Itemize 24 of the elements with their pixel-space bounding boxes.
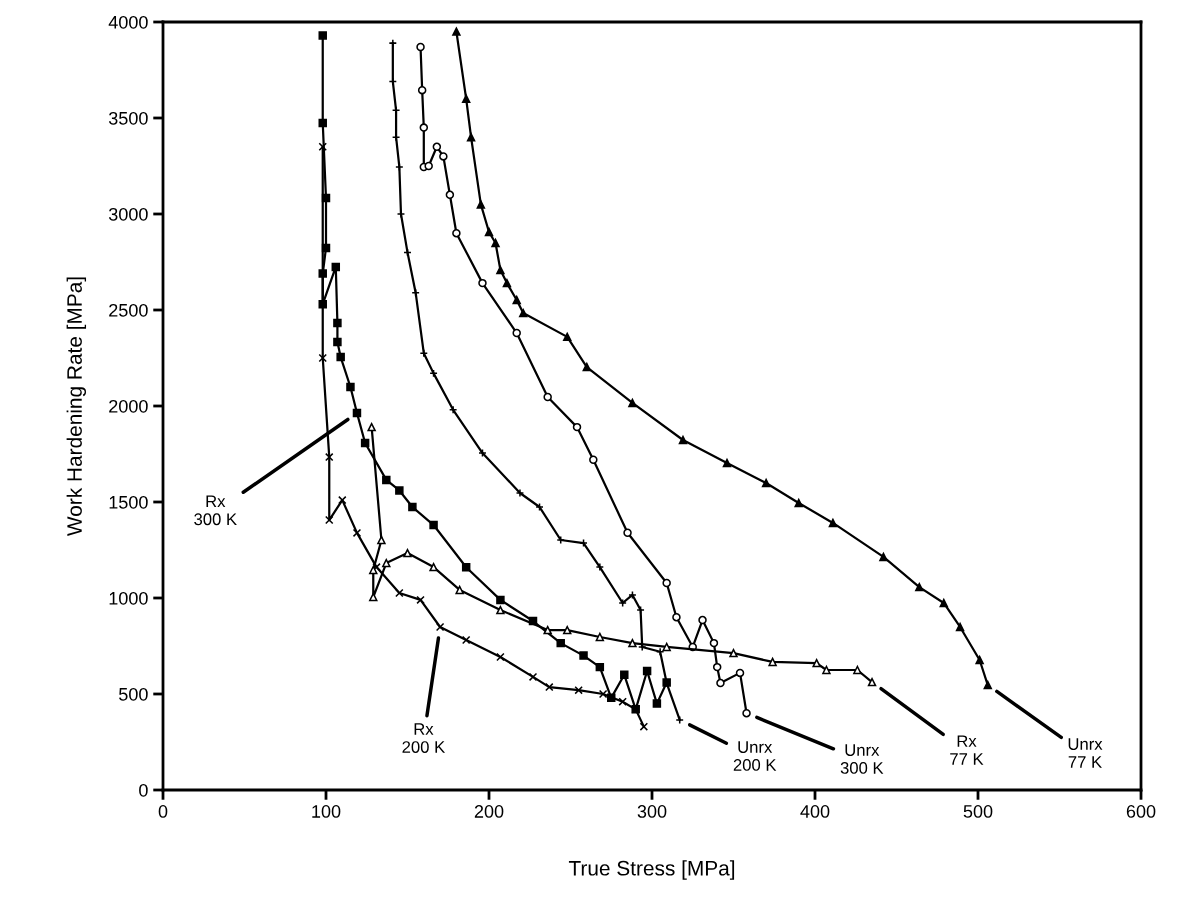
y-tick-label: 4000 [108, 15, 148, 29]
y-tick-label: 2500 [109, 303, 148, 317]
y-tick-label: 1000 [109, 591, 148, 605]
y-tick-label: 2000 [109, 399, 148, 413]
y-tick-label: 1500 [109, 495, 148, 509]
x-tick-label: 600 [1126, 805, 1156, 818]
x-tick-label: 0 [158, 805, 168, 818]
x-tick-label: 300 [637, 805, 667, 818]
y-tick-label: 3500 [108, 111, 148, 125]
x-tick-label: 500 [963, 805, 993, 818]
x-tick-label: 400 [800, 805, 830, 818]
y-axis-title: Work Hardening Rate [MPa] [66, 277, 87, 536]
text: Unrx 77 K [1068, 738, 1103, 768]
y-tick-label: 0 [139, 783, 148, 797]
text: Rx 300 K [194, 495, 237, 526]
x-axis-title: True Stress [MPa] [568, 860, 735, 880]
x-tick-label: 200 [474, 805, 504, 818]
text: Unrx 200 K [733, 741, 777, 771]
y-tick-label: 3000 [108, 207, 148, 221]
text: Rx 200 K [402, 723, 446, 753]
text: Unrx 300 K [840, 744, 884, 774]
x-tick-label: 100 [312, 805, 341, 818]
text: Rx 77 K [950, 735, 984, 765]
y-tick-label: 500 [119, 687, 148, 701]
